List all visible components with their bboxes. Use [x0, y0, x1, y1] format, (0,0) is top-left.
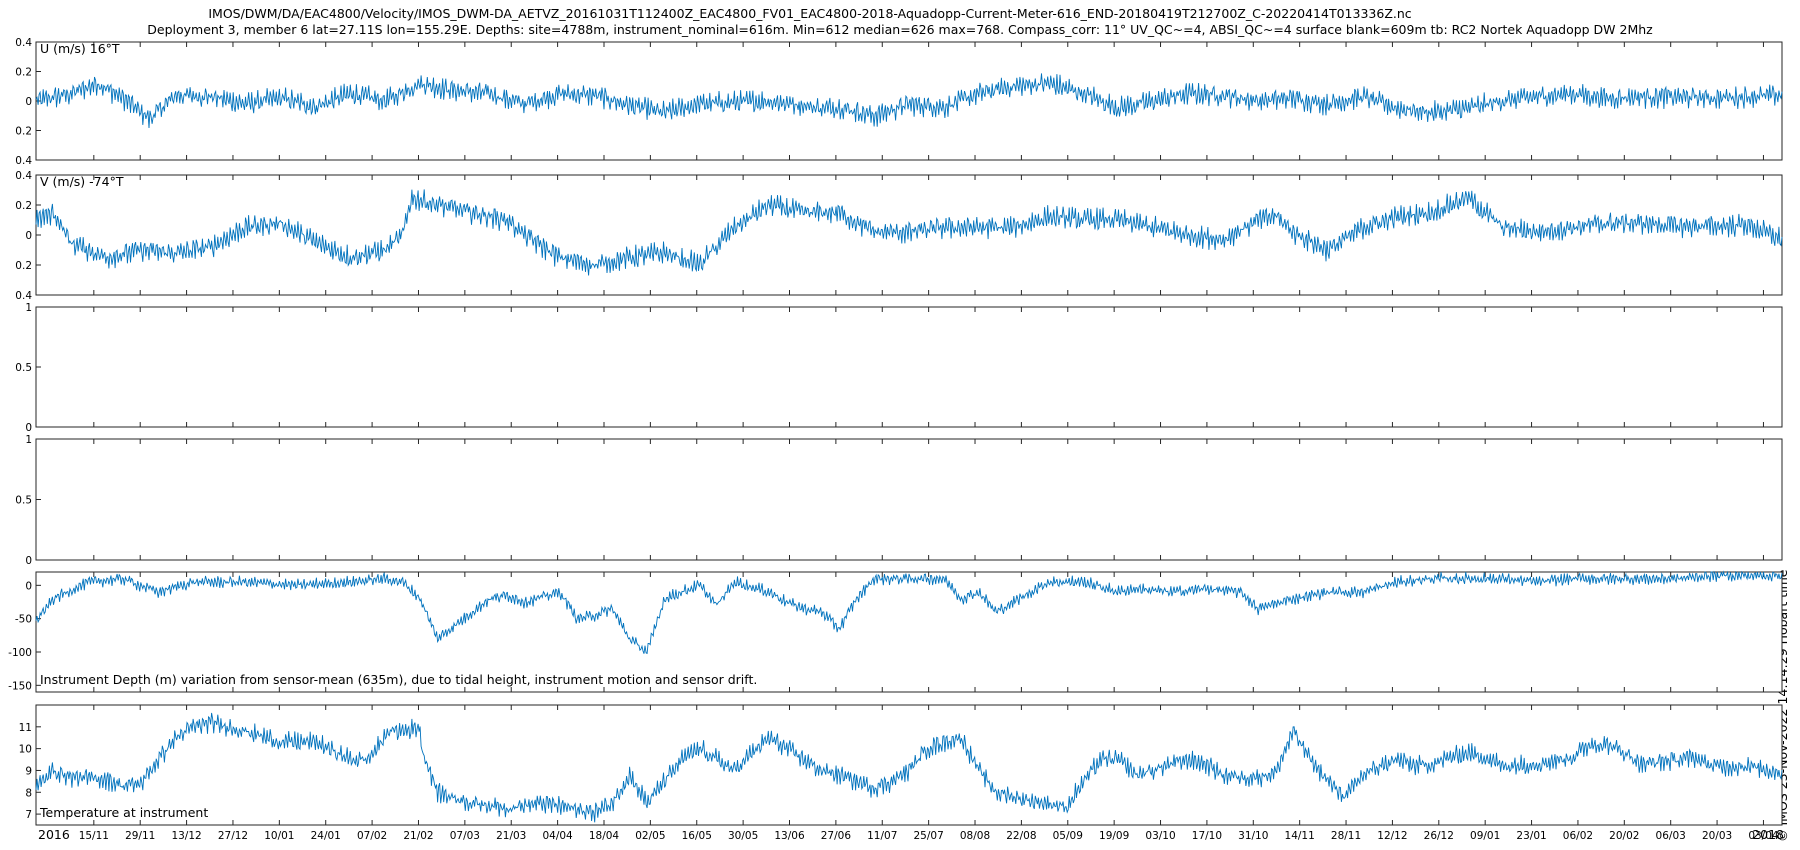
- panel-v-ytick-label: 0.2: [15, 200, 32, 212]
- x-tick-label: 02/05: [635, 830, 665, 842]
- panel-depth-ytick-label: -50: [15, 614, 32, 626]
- x-tick-label: 13/06: [774, 830, 805, 842]
- panel-empty2-ytick-label: 0.5: [15, 495, 32, 507]
- x-tick-label: 17/10: [1192, 830, 1222, 842]
- x-tick-label: 08/08: [960, 830, 990, 842]
- panel-temp-label: Temperature at instrument: [39, 805, 208, 820]
- x-tick-label: 20/02: [1609, 830, 1639, 842]
- x-tick-label: 07/02: [357, 830, 387, 842]
- x-tick-label: 20/03: [1702, 830, 1732, 842]
- panel-depth-label: Instrument Depth (m) variation from sens…: [40, 672, 757, 687]
- x-tick-label: 03/10: [1145, 830, 1175, 842]
- x-tick-label: 24/01: [311, 830, 341, 842]
- x-tick-label: 18/04: [589, 830, 620, 842]
- panel-empty1-frame: [35, 306, 1783, 428]
- x-tick-label: 12/12: [1377, 830, 1407, 842]
- panel-empty1-ytick-label: 0: [25, 422, 32, 434]
- x-year-end-label: 2018: [1752, 827, 1784, 842]
- panel-empty2-ytick-label: 0: [25, 555, 32, 567]
- panel-depth-ytick-label: 0: [25, 580, 32, 592]
- x-tick-label: 28/11: [1331, 830, 1361, 842]
- panel-u-ytick-label: 0: [25, 96, 32, 108]
- x-tick-label: 06/02: [1563, 830, 1593, 842]
- x-tick-label: 25/07: [914, 830, 944, 842]
- panel-temp-ytick-label: 9: [25, 765, 32, 777]
- x-tick-label: 21/02: [403, 830, 433, 842]
- panel-v-ytick-label: 0.4: [15, 290, 32, 302]
- panel-depth-ytick-label: -150: [8, 680, 32, 692]
- panel-u-ytick-label: 0.2: [15, 126, 32, 138]
- panel-temp-ytick-label: 10: [19, 744, 32, 756]
- x-tick-label: 22/08: [1006, 830, 1036, 842]
- panel-temp-series-line: [35, 712, 1783, 823]
- x-tick-label: 31/10: [1238, 830, 1268, 842]
- panel-empty1-ytick-label: 0.5: [15, 362, 32, 374]
- panel-v-label: V (m/s) -74°T: [40, 174, 124, 189]
- x-tick-label: 30/05: [728, 830, 758, 842]
- panel-v-ytick-label: 0.4: [15, 170, 32, 182]
- x-tick-label: 19/09: [1099, 830, 1129, 842]
- figure-title-line1: IMOS/DWM/DA/EAC4800/Velocity/IMOS_DWM-DA…: [208, 6, 1412, 21]
- x-tick-label: 04/04: [542, 830, 573, 842]
- x-tick-label: 29/11: [125, 830, 155, 842]
- x-tick-label: 10/01: [264, 830, 294, 842]
- x-tick-label: 13/12: [171, 830, 201, 842]
- x-tick-label: 23/01: [1516, 830, 1546, 842]
- x-tick-label: 11/07: [867, 830, 897, 842]
- panel-v-frame: [35, 174, 1783, 296]
- panel-v-series-line: [35, 189, 1783, 276]
- x-tick-label: 05/09: [1053, 830, 1083, 842]
- panel-empty2-ytick-label: 1: [25, 434, 32, 446]
- panel-temp-ytick-label: 7: [25, 809, 32, 821]
- panel-empty1-ytick-label: 1: [25, 302, 32, 314]
- x-tick-label: 07/03: [450, 830, 480, 842]
- x-tick-label: 27/12: [218, 830, 248, 842]
- panel-u-ytick-label: 0.2: [15, 67, 32, 79]
- x-year-start-label: 2016: [38, 827, 70, 842]
- x-tick-label: 09/01: [1470, 830, 1500, 842]
- panel-u-ytick-label: 0.4: [15, 37, 32, 49]
- x-tick-label: 14/11: [1285, 830, 1315, 842]
- panel-empty2-frame: [35, 438, 1783, 561]
- x-tick-label: 16/05: [682, 830, 712, 842]
- panel-v-ytick-label: 0: [25, 230, 32, 242]
- x-tick-label: 03/04: [1748, 830, 1779, 842]
- x-tick-label: 27/06: [821, 830, 852, 842]
- x-tick-label: 26/12: [1424, 830, 1454, 842]
- panel-depth-frame: [35, 571, 1783, 693]
- x-tick-label: 21/03: [496, 830, 526, 842]
- x-tick-label: 15/11: [79, 830, 109, 842]
- panel-depth-ytick-label: -100: [8, 647, 32, 659]
- panel-v-ytick-label: 0.2: [15, 260, 32, 272]
- panel-temp-ytick-label: 11: [19, 722, 32, 734]
- panel-u-label: U (m/s) 16°T: [40, 41, 120, 56]
- panel-depth-series-line: [35, 570, 1783, 655]
- panel-temp-ytick-label: 8: [25, 787, 32, 799]
- x-tick-label: 06/03: [1656, 830, 1686, 842]
- figure-title-line2: Deployment 3, member 6 lat=27.11S lon=15…: [147, 22, 1653, 37]
- panel-u-series-line: [35, 73, 1783, 129]
- panel-u-ytick-label: 0.4: [15, 155, 32, 167]
